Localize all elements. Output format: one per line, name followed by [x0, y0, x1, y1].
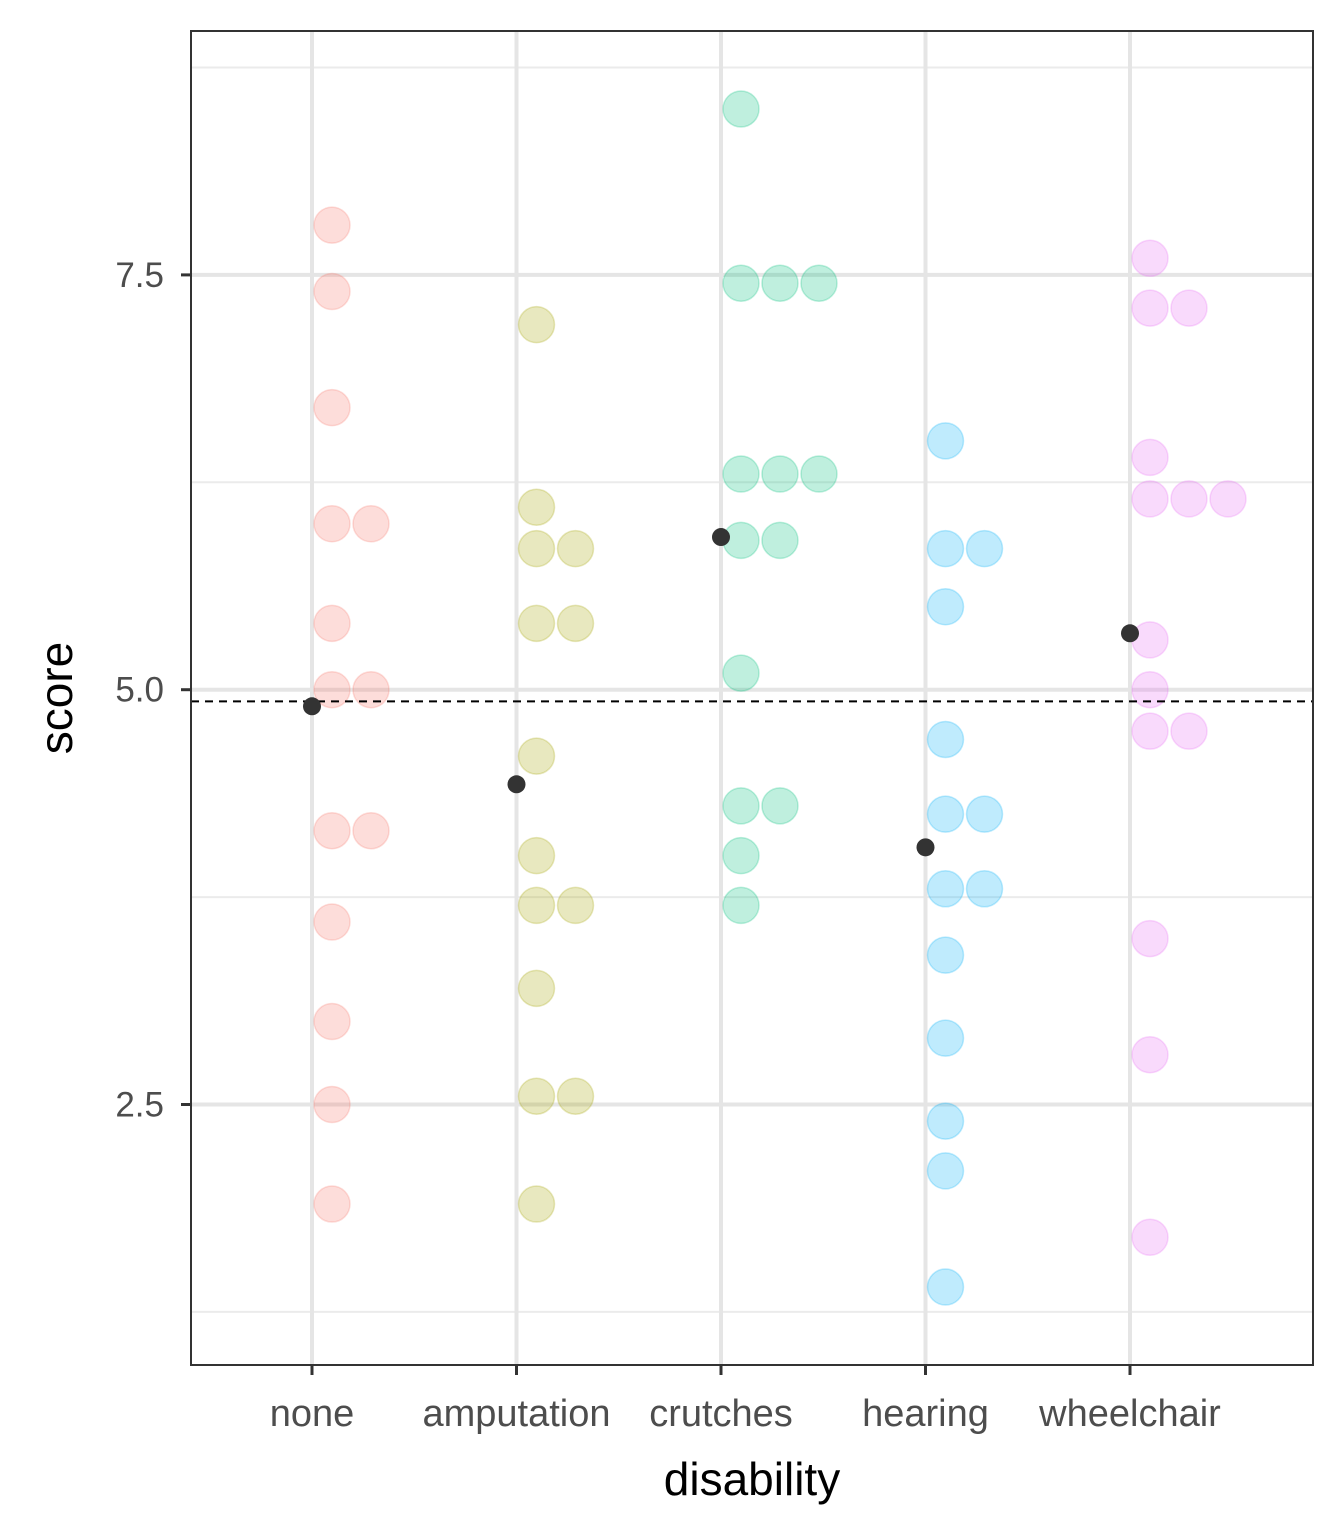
data-point [313, 811, 351, 850]
group-mean-point [507, 775, 526, 794]
x-tick-label: none [270, 1393, 355, 1435]
x-tick-label: crutches [649, 1393, 793, 1435]
data-point [517, 529, 556, 568]
data-point [926, 1102, 965, 1140]
data-point [1131, 919, 1169, 958]
data-point [926, 936, 965, 974]
data-point [352, 670, 390, 709]
data-point [965, 529, 1004, 568]
data-point [926, 422, 965, 460]
group-mean-point [1121, 624, 1139, 643]
x-tick-label: amputation [422, 1393, 610, 1435]
data-point [722, 264, 760, 302]
data-point [926, 529, 965, 568]
data-point [761, 521, 799, 560]
data-dots [313, 90, 1247, 1306]
data-point [1209, 480, 1247, 518]
data-point [965, 795, 1004, 833]
data-point [926, 1152, 965, 1190]
y-tick-label: 5.0 [115, 671, 164, 710]
data-point [1131, 480, 1169, 518]
y-axis-title: score [30, 642, 82, 754]
data-point [722, 787, 760, 825]
data-point [1131, 289, 1169, 327]
axes: 2.5 5.0 7.5 none amputation crutches hearing wh… [115, 256, 1221, 1435]
data-point [926, 720, 965, 759]
data-point [313, 1185, 351, 1223]
group-mean-point [916, 838, 935, 857]
group-mean-point [712, 528, 730, 547]
data-point [313, 388, 351, 427]
data-point [800, 455, 838, 493]
data-point [1131, 438, 1169, 477]
data-point [926, 1268, 965, 1306]
data-point [1170, 289, 1208, 327]
data-point [926, 870, 965, 908]
group-means [303, 528, 1139, 857]
x-tick-label: hearing [862, 1393, 989, 1435]
data-point [926, 1019, 965, 1057]
data-point [722, 455, 760, 493]
data-point [1170, 480, 1208, 518]
y-tick-label: 2.5 [115, 1086, 164, 1125]
data-point [1131, 1035, 1169, 1074]
data-point [556, 1077, 595, 1115]
data-point [517, 886, 556, 925]
data-point [517, 488, 556, 526]
data-point [313, 206, 351, 244]
data-point [313, 1002, 351, 1041]
data-point [722, 886, 760, 925]
data-point [517, 1077, 556, 1115]
data-point [761, 455, 799, 493]
panel-border [190, 30, 1314, 1366]
data-point [926, 795, 965, 833]
data-point [1131, 712, 1169, 750]
data-point [313, 1085, 351, 1124]
data-point [965, 870, 1004, 908]
data-point [761, 787, 799, 825]
data-point [352, 811, 390, 850]
data-point [517, 836, 556, 875]
data-point [1170, 712, 1208, 750]
data-point [517, 1185, 556, 1223]
data-point [1131, 239, 1169, 278]
group-mean-point [303, 697, 321, 716]
data-point [761, 264, 799, 302]
x-axis-title: disability [664, 1453, 840, 1505]
data-point [1131, 1218, 1169, 1256]
data-point [926, 587, 965, 626]
data-point [313, 505, 351, 543]
gridlines [191, 31, 1313, 1365]
data-point [556, 529, 595, 568]
y-tick-label: 7.5 [115, 256, 164, 295]
data-point [313, 604, 351, 643]
data-point [313, 670, 351, 709]
data-point [313, 272, 351, 311]
data-point [800, 264, 838, 302]
data-point [722, 836, 760, 875]
data-point [722, 654, 760, 692]
data-point [556, 604, 595, 643]
data-point [1131, 670, 1169, 709]
data-point [517, 604, 556, 643]
data-point [517, 969, 556, 1008]
data-point [313, 903, 351, 941]
data-point [352, 505, 390, 543]
data-point [722, 90, 760, 128]
data-point [517, 737, 556, 775]
data-point [517, 305, 556, 344]
data-point [556, 886, 595, 925]
x-tick-label: wheelchair [1038, 1393, 1221, 1435]
data-point [1131, 621, 1169, 659]
